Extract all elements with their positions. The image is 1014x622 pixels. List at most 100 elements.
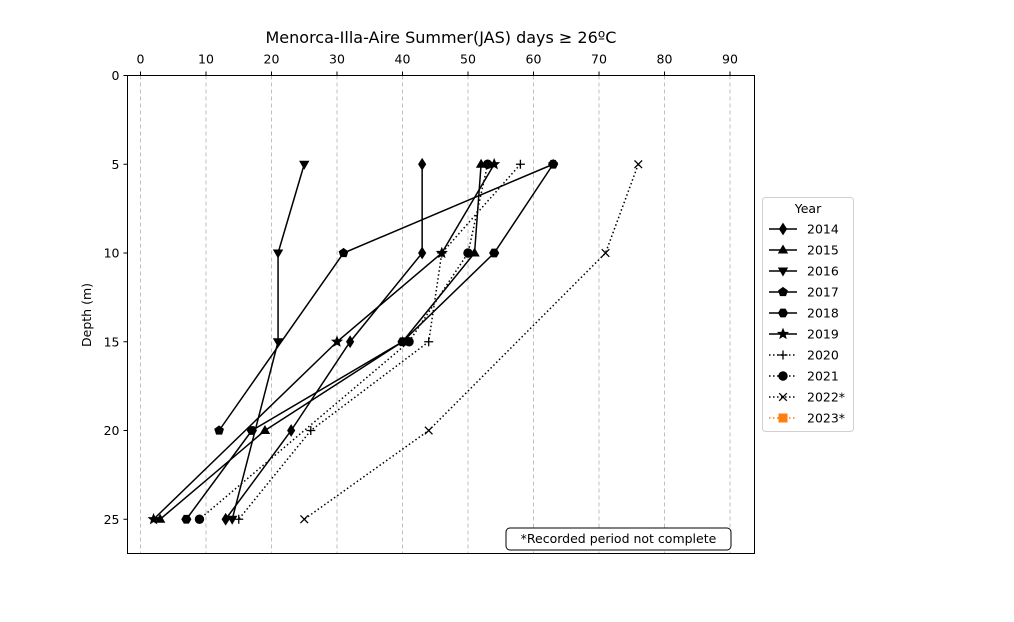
series-line bbox=[185, 163, 554, 520]
legend-label: 2015 bbox=[807, 243, 839, 258]
x-tick-label: 20 bbox=[264, 52, 280, 67]
x-tick-label: 0 bbox=[137, 52, 145, 67]
x-axis-ticks: 0 10 20 30 40 50 60 70 80 90 bbox=[137, 52, 738, 76]
legend-marker bbox=[778, 286, 788, 297]
series-line bbox=[198, 164, 489, 520]
legend-item: 2020 bbox=[769, 348, 839, 363]
data-point bbox=[214, 425, 224, 435]
series-line bbox=[225, 164, 423, 520]
data-point bbox=[424, 337, 434, 347]
data-point bbox=[227, 515, 238, 525]
x-tick-label: 90 bbox=[722, 52, 738, 67]
series-line bbox=[153, 163, 495, 520]
series-2020 bbox=[234, 159, 525, 524]
chart-title: Menorca-Illa-Aire Summer(JAS) days ≥ 26º… bbox=[266, 28, 617, 47]
data-point bbox=[404, 337, 414, 347]
data-point bbox=[489, 248, 500, 258]
data-point bbox=[424, 426, 433, 435]
x-tick-label: 40 bbox=[395, 52, 411, 67]
legend: Year 2014 2015 2016 2017 2018 2019 2020 2021 202… bbox=[762, 197, 854, 432]
legend-label: 2019 bbox=[807, 327, 839, 342]
legend-label: 2021 bbox=[807, 369, 839, 384]
plot-frame bbox=[127, 75, 755, 554]
data-point bbox=[147, 512, 160, 525]
data-point bbox=[259, 424, 271, 434]
x-tick-label: 60 bbox=[526, 52, 542, 67]
series-layer bbox=[147, 157, 643, 526]
data-point bbox=[299, 514, 309, 524]
series-2019 bbox=[147, 157, 501, 525]
data-point bbox=[437, 248, 447, 258]
legend-marker bbox=[776, 327, 790, 340]
data-point bbox=[181, 514, 192, 524]
y-tick-label: 25 bbox=[104, 512, 120, 527]
data-point bbox=[272, 249, 284, 259]
y-tick-label: 5 bbox=[112, 157, 120, 172]
series-2016 bbox=[227, 160, 310, 525]
grid-lines bbox=[140, 75, 731, 554]
legend-label: 2020 bbox=[807, 348, 839, 363]
data-point bbox=[463, 248, 473, 258]
data-point bbox=[634, 159, 643, 169]
annotation-box bbox=[505, 527, 732, 551]
legend-item: 2019 bbox=[769, 327, 839, 342]
x-tick-label: 50 bbox=[460, 52, 476, 67]
legend-label: 2016 bbox=[807, 264, 839, 279]
legend-label: 2022* bbox=[807, 390, 845, 405]
series-2018 bbox=[181, 159, 559, 524]
annotation-note: *Recorded period not complete bbox=[505, 527, 732, 551]
y-tick-label: 20 bbox=[104, 423, 120, 438]
data-point bbox=[397, 337, 408, 347]
y-axis-ticks: 0 5 10 15 20 25 bbox=[104, 68, 128, 527]
legend-title: Year bbox=[794, 201, 822, 216]
legend-marker bbox=[777, 267, 789, 277]
x-tick-label: 70 bbox=[591, 52, 607, 67]
legend-item: 2016 bbox=[769, 264, 839, 279]
data-point bbox=[515, 159, 525, 169]
x-tick-label: 10 bbox=[198, 52, 214, 67]
legend-marker bbox=[778, 222, 788, 236]
data-point bbox=[299, 160, 310, 170]
data-point bbox=[418, 246, 427, 260]
data-point bbox=[287, 424, 296, 437]
legend-item: 2023* bbox=[769, 411, 845, 426]
data-point bbox=[194, 514, 205, 524]
legend-item: 2021 bbox=[769, 369, 839, 384]
data-point bbox=[330, 335, 344, 347]
data-point bbox=[548, 159, 559, 169]
legend-label: 2018 bbox=[807, 306, 839, 321]
legend-marker bbox=[778, 392, 788, 402]
data-point bbox=[418, 157, 427, 171]
y-axis-label: Depth (m) bbox=[79, 283, 94, 347]
data-point bbox=[338, 247, 349, 258]
data-point bbox=[246, 426, 257, 435]
series-line bbox=[231, 164, 305, 520]
y-tick-label: 10 bbox=[104, 246, 120, 261]
data-point bbox=[234, 514, 244, 524]
legend-item: 2017 bbox=[769, 285, 839, 300]
legend-label: 2023* bbox=[807, 411, 845, 426]
legend-item: 2022* bbox=[769, 390, 845, 405]
x-tick-label: 30 bbox=[329, 52, 345, 67]
y-tick-label: 15 bbox=[104, 334, 120, 349]
data-point bbox=[482, 159, 493, 169]
data-point bbox=[346, 335, 355, 349]
annotation-text: *Recorded period not complete bbox=[521, 531, 717, 546]
legend-marker bbox=[777, 308, 789, 318]
y-tick-label: 0 bbox=[112, 68, 120, 83]
legend-marker bbox=[777, 244, 789, 254]
legend-marker bbox=[778, 350, 788, 360]
legend-marker bbox=[778, 371, 788, 381]
x-tick-label: 80 bbox=[657, 52, 673, 67]
legend-marker bbox=[778, 413, 788, 423]
legend-item: 2018 bbox=[769, 306, 839, 321]
legend-label: 2017 bbox=[807, 285, 839, 300]
data-point bbox=[306, 426, 316, 435]
series-line bbox=[303, 163, 640, 520]
legend-item: 2014 bbox=[769, 222, 839, 237]
series-2022 bbox=[299, 159, 643, 524]
data-point bbox=[601, 248, 610, 258]
legend-item: 2015 bbox=[769, 243, 839, 258]
series-2021 bbox=[194, 159, 493, 524]
